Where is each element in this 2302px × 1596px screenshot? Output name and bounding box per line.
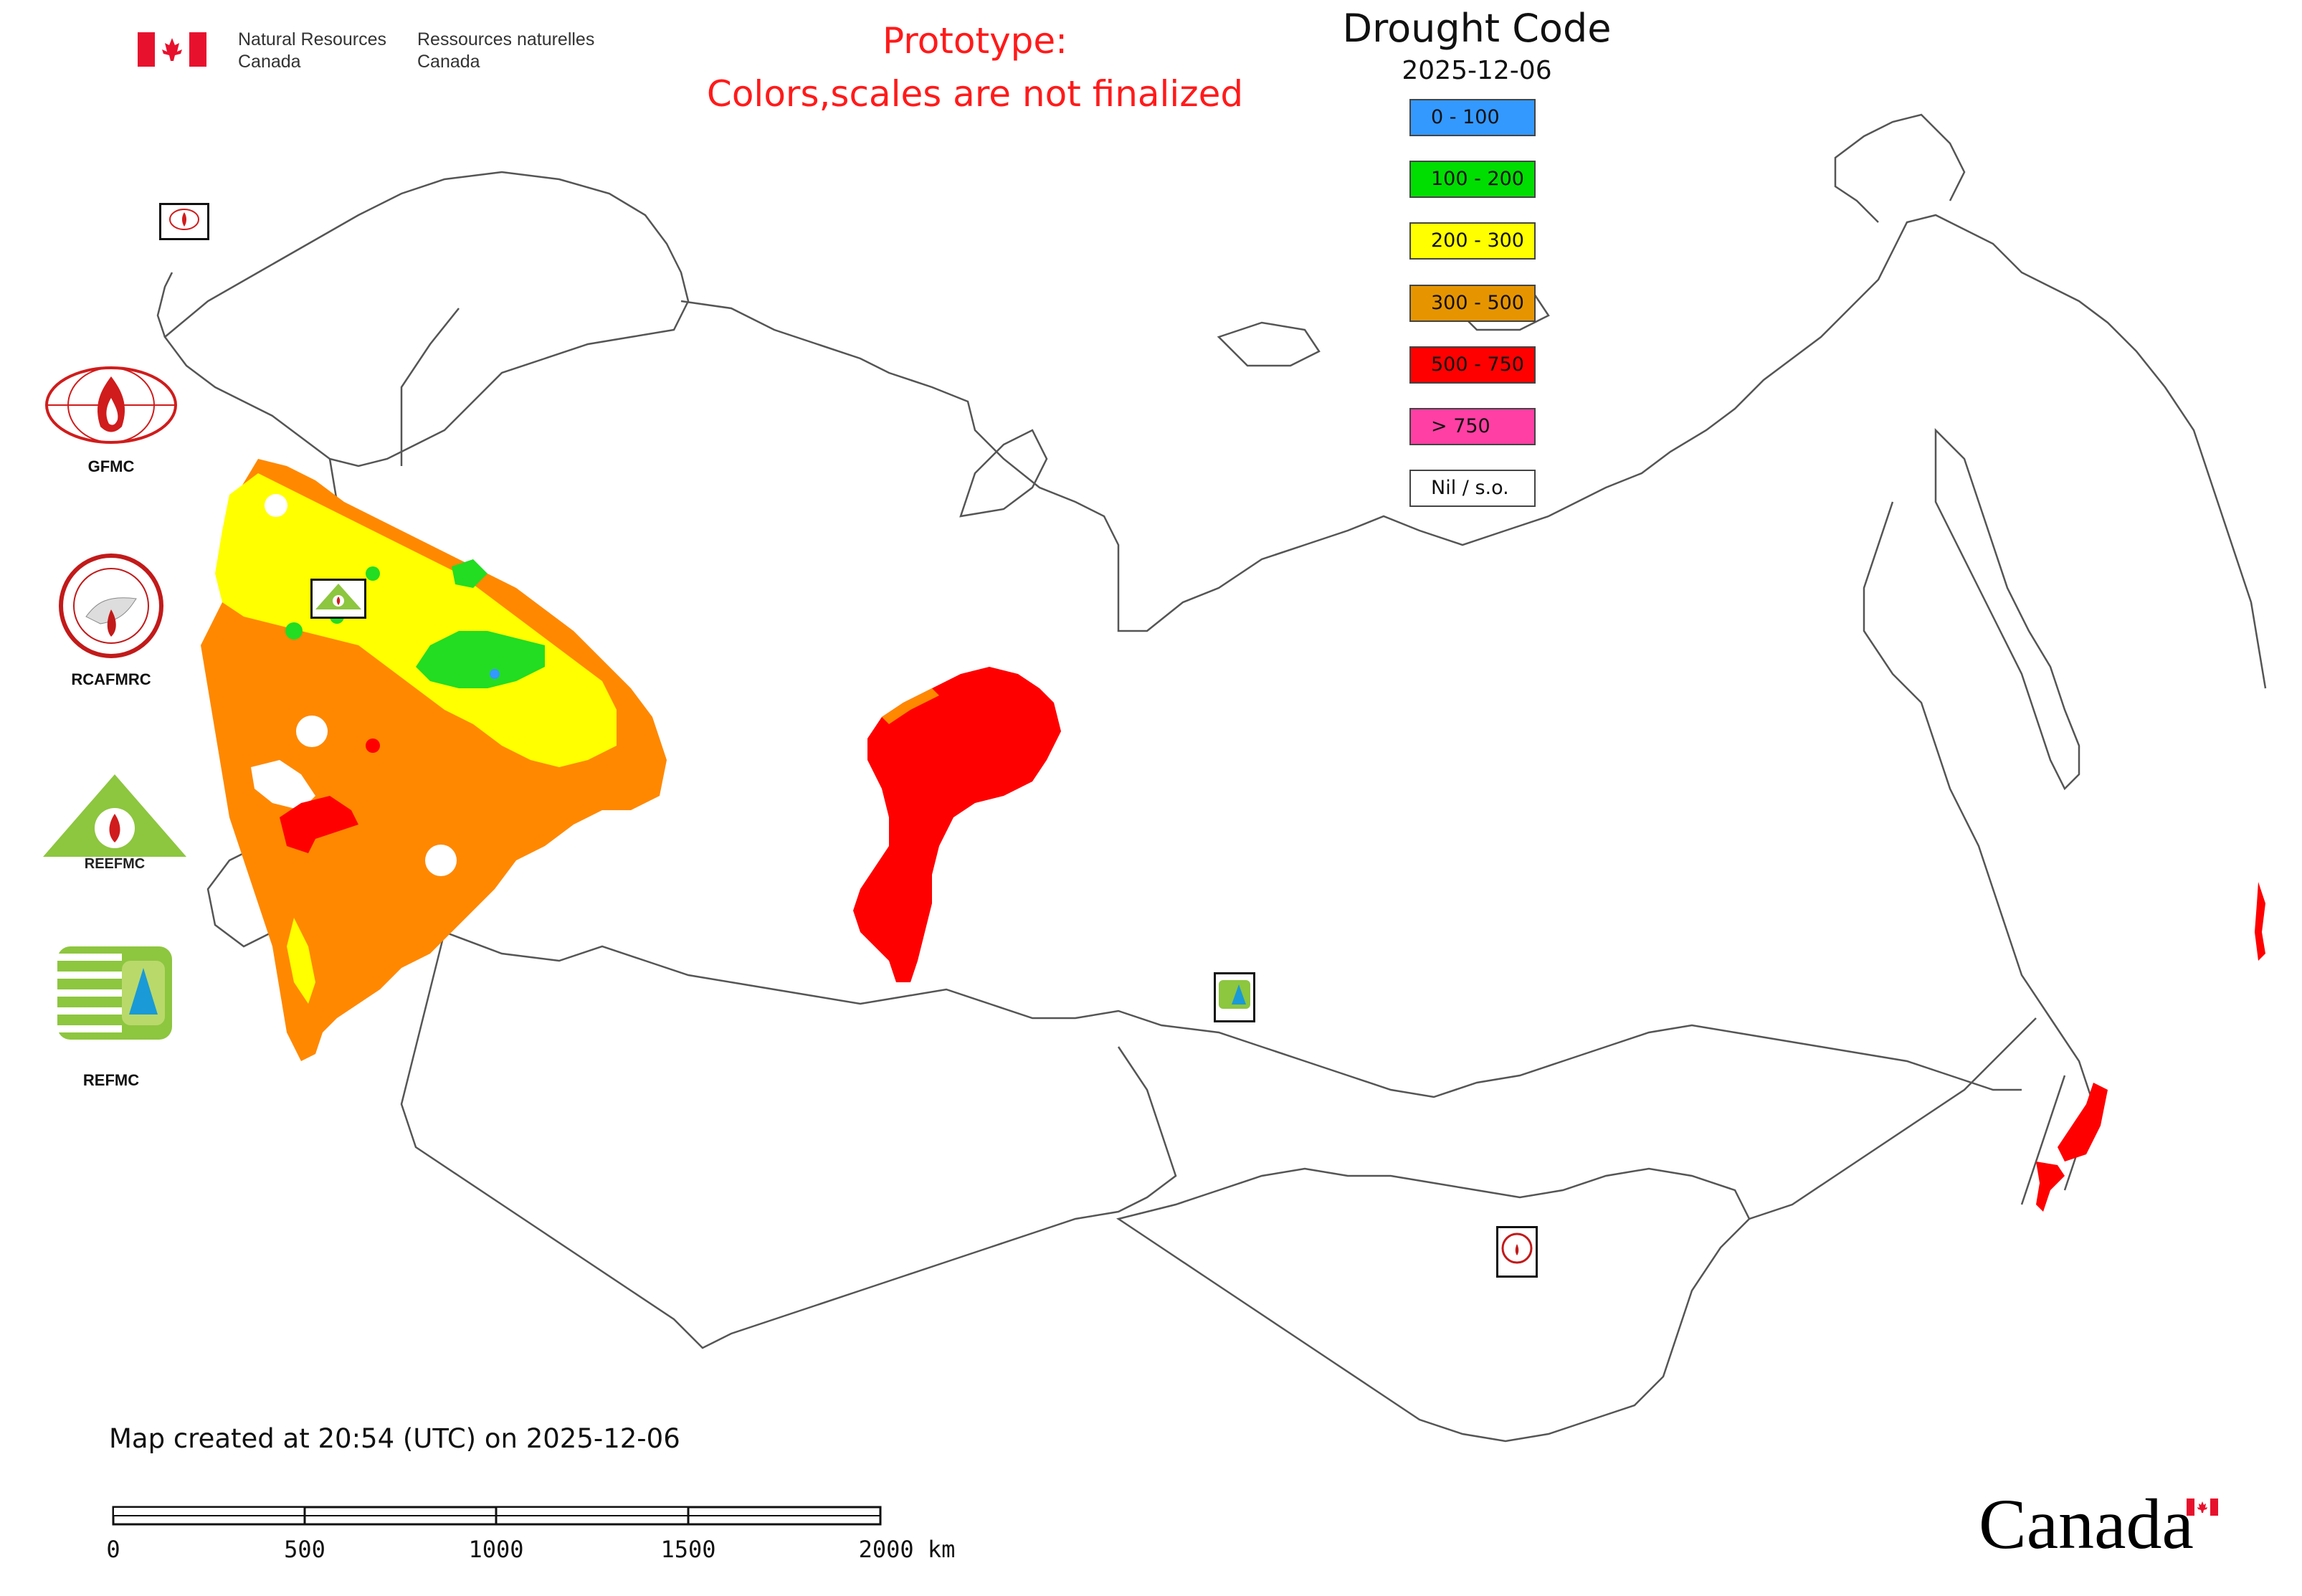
gfmc-logo-icon	[43, 362, 179, 448]
fill-green-2	[452, 559, 487, 588]
scale-label-1500: 1500	[660, 1536, 716, 1563]
prototype-line1: Prototype:	[882, 20, 1068, 62]
scale-label-2000: 2000 km	[858, 1536, 956, 1563]
fill-orange-edge-urals	[882, 688, 939, 724]
refmc-map-marker-icon	[1214, 972, 1255, 1022]
fill-red-fareast-2	[2036, 1162, 2065, 1212]
canada-wordmark: Canada	[1979, 1484, 2194, 1564]
legend-item-nil: Nil / s.o.	[1409, 470, 1536, 507]
fill-nil-3	[425, 845, 457, 876]
reefmc-map-marker-icon	[310, 579, 366, 619]
agency-name-fr: Ressources naturelles Canada	[417, 29, 594, 73]
agency-name-en: Natural Resources Canada	[238, 29, 386, 73]
fill-green-1	[416, 631, 545, 688]
reefmc-logo-icon: REEFMC	[39, 771, 190, 872]
fill-red-fareast-1	[2058, 1083, 2108, 1162]
rcafmrc-label: RCAFMRC	[71, 670, 151, 688]
fill-red-dot	[366, 738, 380, 753]
rcafmrc-logo-icon	[57, 552, 165, 660]
gfmc-label: GFMC	[87, 457, 135, 475]
fill-green-3	[366, 566, 380, 581]
map-created-note: Map created at 20:54 (UTC) on 2025-12-06	[109, 1423, 680, 1454]
legend-item-300-500: 300 - 500	[1409, 285, 1536, 322]
prototype-notice: Prototype: Colors,scales are not finaliz…	[645, 14, 1305, 120]
agency-en-line2: Canada	[238, 52, 301, 72]
fill-red-kuril	[2255, 882, 2265, 961]
legend-item-0-100: 0 - 100	[1409, 99, 1536, 136]
legend-item-500-750: 500 - 750	[1409, 346, 1536, 384]
scale-label-1000: 1000	[468, 1536, 524, 1563]
fill-red-urals	[853, 667, 1061, 982]
canada-flag-icon	[138, 32, 206, 67]
fill-nil-lake	[251, 760, 315, 810]
legend-item-200-300: 200 - 300	[1409, 222, 1536, 260]
agency-en-line1: Natural Resources	[238, 29, 387, 49]
canada-wordmark-flag-icon	[2187, 1498, 2218, 1516]
scale-label-500: 500	[284, 1536, 325, 1563]
rcafmrc-map-marker-icon	[1496, 1226, 1538, 1278]
legend-item-gt-750: > 750	[1409, 408, 1536, 445]
fill-red-west	[280, 796, 358, 853]
scale-bar	[112, 1506, 882, 1526]
agency-fr-line2: Canada	[417, 52, 480, 72]
fill-yellow-north	[215, 473, 617, 767]
scale-label-0: 0	[106, 1536, 120, 1563]
gfmc-map-marker-icon	[159, 203, 209, 240]
drought-fill-layer	[201, 459, 2265, 1212]
refmc-label: REFMC	[82, 1071, 140, 1089]
fill-nil-2	[296, 716, 328, 747]
refmc-logo-icon	[57, 946, 172, 1040]
fill-yellow-south	[287, 918, 315, 1004]
svg-text:REEFMC: REEFMC	[85, 856, 145, 871]
legend-item-100-200: 100 - 200	[1409, 161, 1536, 198]
fill-blue-1	[490, 669, 500, 679]
legend-title: Drought Code	[1342, 6, 1612, 51]
legend-date: 2025-12-06	[1402, 56, 1552, 85]
agency-fr-line1: Ressources naturelles	[417, 29, 595, 49]
prototype-line2: Colors,scales are not finalized	[706, 73, 1244, 115]
fill-green-4	[285, 622, 303, 640]
fill-nil-1	[265, 494, 287, 517]
